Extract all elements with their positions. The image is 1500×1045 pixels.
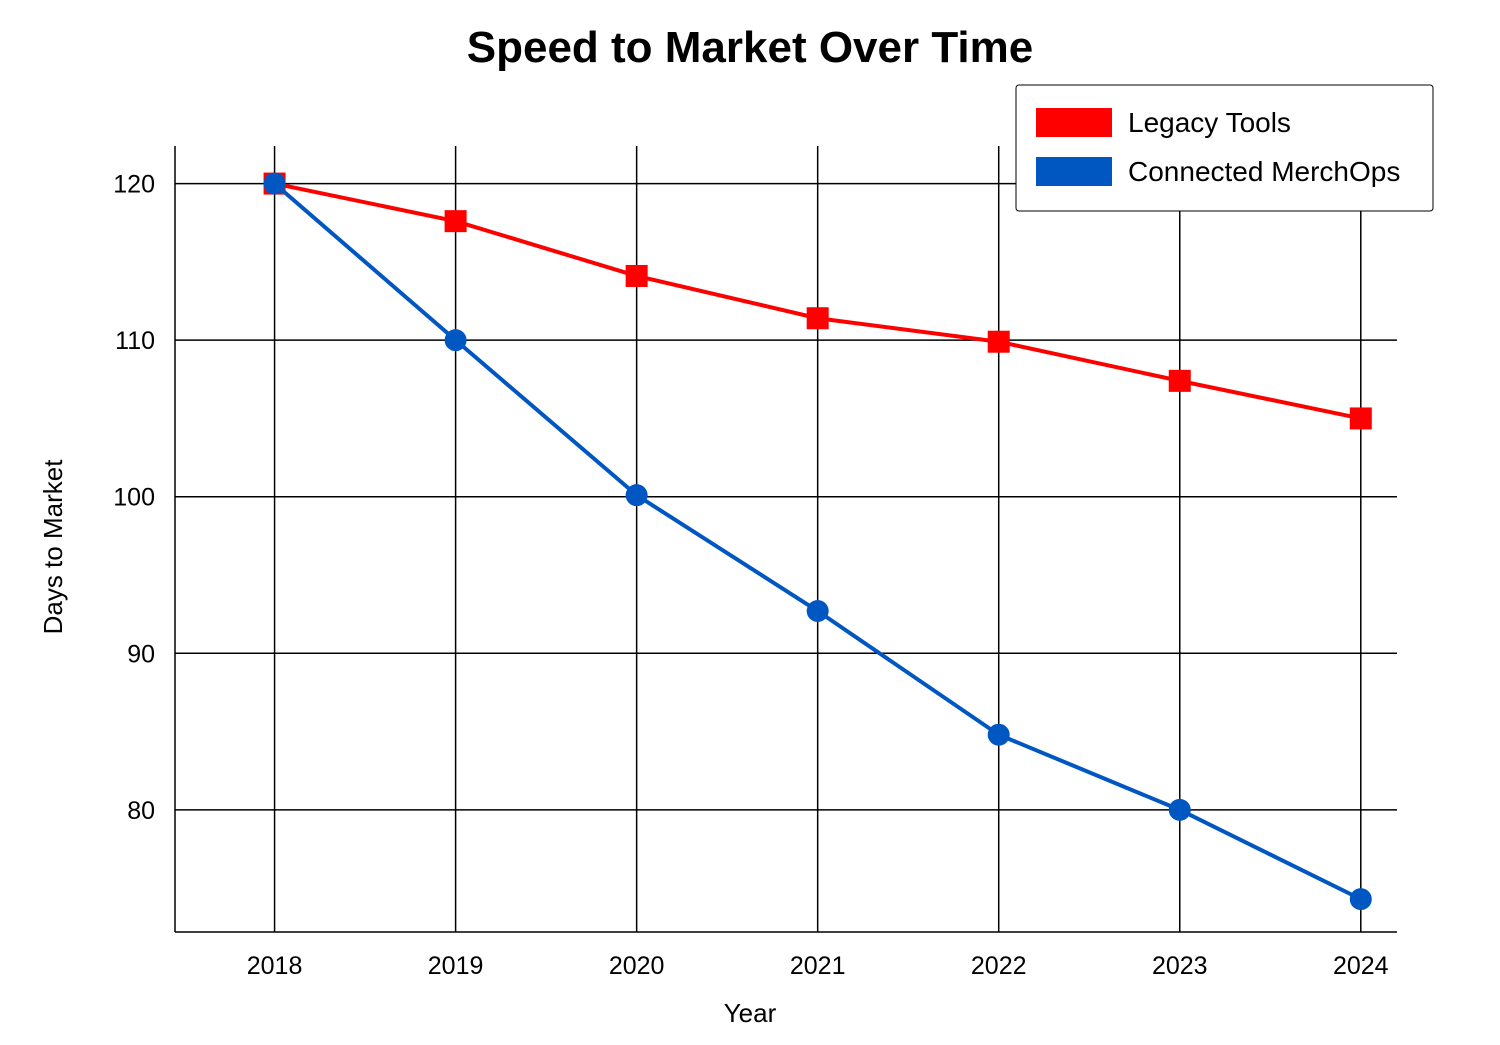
x-tick-label: 2024 <box>1333 952 1389 980</box>
y-tick-label: 80 <box>127 797 155 825</box>
data-point <box>444 329 467 352</box>
data-point <box>806 600 829 623</box>
data-point <box>444 210 467 233</box>
legend-swatch <box>1036 157 1112 186</box>
x-tick-label: 2018 <box>247 952 303 980</box>
x-tick-label: 2021 <box>790 952 846 980</box>
data-point <box>987 723 1010 746</box>
y-tick-label: 110 <box>115 327 155 355</box>
data-point <box>806 307 829 330</box>
data-point <box>625 264 648 287</box>
data-point <box>1168 369 1191 392</box>
data-point <box>263 172 286 195</box>
data-point <box>987 330 1010 353</box>
x-axis-label: Year <box>724 998 777 1028</box>
x-tick-label: 2023 <box>1152 952 1208 980</box>
chart-title: Speed to Market Over Time <box>467 23 1034 72</box>
x-tick-label: 2020 <box>609 952 665 980</box>
legend-swatch <box>1036 108 1112 137</box>
data-point <box>625 484 648 507</box>
legend-label: Connected MerchOps <box>1128 156 1400 187</box>
data-point <box>1349 888 1372 911</box>
data-point <box>1349 407 1372 430</box>
legend-label: Legacy Tools <box>1128 107 1291 138</box>
x-tick-label: 2022 <box>971 952 1027 980</box>
legend: Legacy Tools Connected MerchOps <box>1015 84 1434 212</box>
x-tick-label: 2019 <box>428 952 484 980</box>
y-tick-label: 90 <box>127 640 155 668</box>
y-tick-label: 120 <box>113 171 155 199</box>
y-tick-label: 100 <box>113 484 155 512</box>
legend-box <box>1015 84 1434 212</box>
data-point <box>1168 798 1191 821</box>
y-axis-label: Days to Market <box>38 459 68 635</box>
